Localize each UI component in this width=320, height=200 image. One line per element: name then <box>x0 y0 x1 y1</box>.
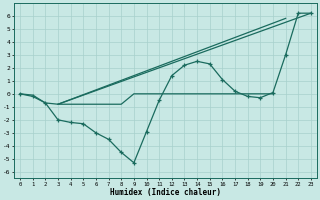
X-axis label: Humidex (Indice chaleur): Humidex (Indice chaleur) <box>110 188 221 197</box>
